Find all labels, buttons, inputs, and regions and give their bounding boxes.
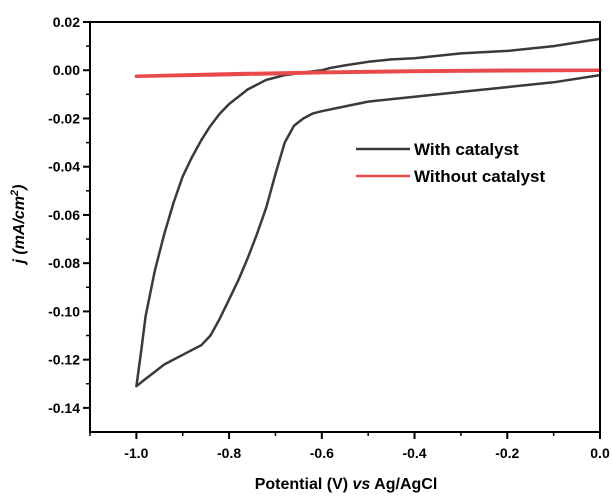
y-tick-label: -0.14: [48, 400, 80, 416]
y-tick-label: 0.00: [53, 62, 80, 78]
y-tick-label: -0.08: [48, 255, 80, 271]
x-tick-label: 0.0: [590, 445, 610, 461]
x-axis-title-vs: vs: [353, 476, 371, 493]
y-tick-label: -0.10: [48, 303, 80, 319]
x-axis-title-prefix: Potential (V): [255, 476, 353, 493]
y-axis-title: j (mA/cm2): [9, 184, 28, 265]
legend-label-2: Without catalyst: [414, 167, 545, 186]
x-tick-label: -0.6: [310, 445, 334, 461]
y-tick-label: -0.06: [48, 207, 80, 223]
series-line-2: [134, 68, 602, 79]
x-axis-title: Potential (V) vs Ag/AgCl: [255, 476, 438, 493]
x-axis-title-suffix: Ag/AgCl: [370, 476, 437, 493]
y-axis-title-sup: 2: [9, 190, 21, 197]
x-tick-label: -0.8: [217, 445, 241, 461]
y-tick-label: -0.12: [48, 352, 80, 368]
x-tick-label: -0.2: [495, 445, 519, 461]
plot-frame: [89, 21, 601, 433]
x-tick-label: -0.4: [402, 445, 426, 461]
series-line-1: [135, 37, 602, 388]
y-tick-label: -0.02: [48, 110, 80, 126]
legend-label-1: With catalyst: [414, 140, 519, 159]
x-tick-label: -1.0: [124, 445, 148, 461]
y-axis-title-close: ): [11, 184, 28, 191]
y-axis-title-main: j (mA/cm: [11, 196, 28, 266]
y-tick-label: 0.02: [53, 14, 80, 30]
y-tick-label: -0.04: [48, 159, 80, 175]
